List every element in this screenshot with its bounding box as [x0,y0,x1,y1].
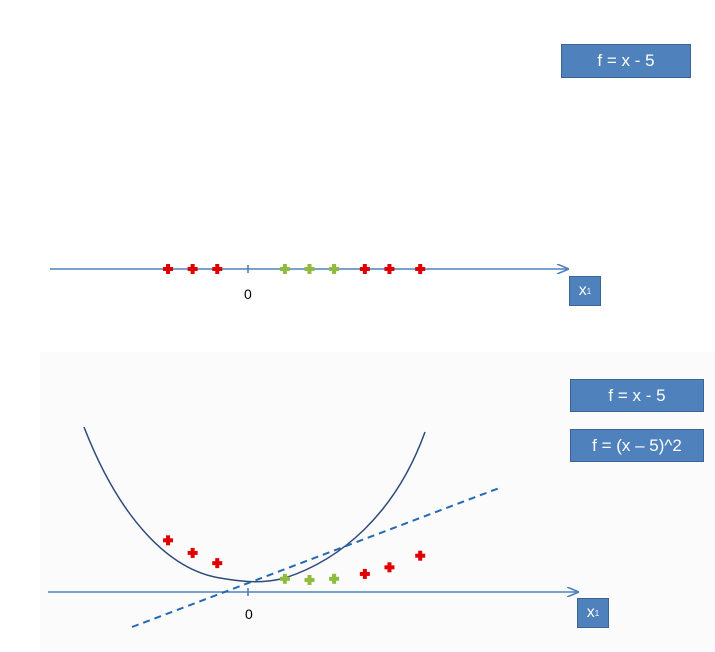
bottom-axis-label-text: x [586,604,595,621]
top-function-label: f = x - 5 [561,44,691,78]
top-point-red-8 [415,264,426,274]
top-point-green-3 [279,264,290,274]
bottom-origin-label: 0 [245,606,253,622]
bottom-function-label-1: f = x - 5 [570,379,704,412]
bottom-point-red-6 [359,568,370,579]
top-origin-label: 0 [244,286,252,302]
top-point-red-0 [163,264,174,274]
bottom-point-green-5 [329,573,340,584]
top-point-red-2 [212,264,223,274]
bottom-point-red-1 [187,547,198,558]
top-point-red-6 [359,264,370,274]
parabola-curve [83,426,426,583]
dashed-separating-line [131,486,503,628]
top-point-green-5 [329,264,340,274]
bottom-point-red-2 [212,558,223,569]
bottom-function-label-2: f = (x – 5)^2 [570,429,704,462]
top-function-label-text: f = x - 5 [597,51,655,70]
top-point-red-1 [187,264,198,274]
bottom-point-green-3 [279,573,290,584]
bottom-point-red-8 [415,550,426,561]
bottom-function-label-1-text: f = x - 5 [608,385,666,405]
bottom-point-green-4 [304,575,315,585]
bottom-point-red-0 [163,535,174,546]
bottom-axis-label-subscript: 1 [594,608,600,618]
top-point-green-4 [304,264,315,274]
top-axis-label-subscript: 1 [586,286,592,296]
top-point-red-7 [384,264,395,274]
top-points-group [163,264,426,274]
bottom-points-group [163,535,426,585]
bottom-point-red-7 [384,562,395,573]
bottom-function-label-2-text: f = (x – 5)^2 [592,435,682,455]
top-axis-label-text: x [578,282,587,299]
